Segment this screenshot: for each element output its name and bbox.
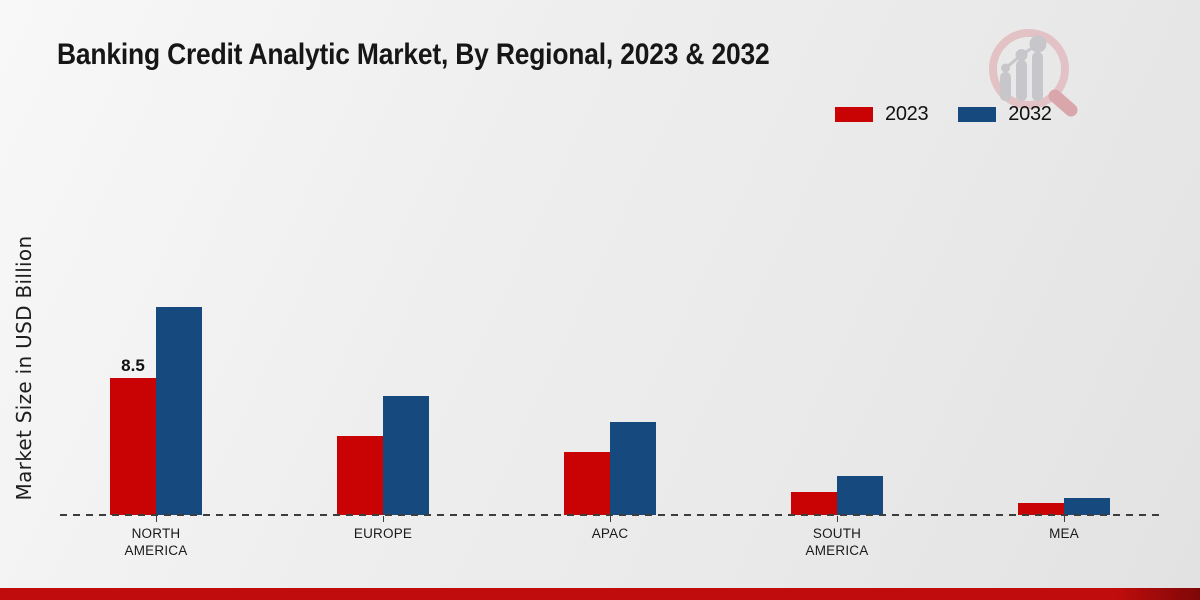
axis-tick-south-america	[837, 516, 838, 522]
category-label-mea: MEA	[1049, 526, 1079, 541]
magnifier-bar-chart-logo-watermark	[989, 29, 1078, 117]
x-axis-baseline	[60, 514, 1160, 516]
bar-2023-north-america	[110, 378, 156, 515]
legend-item-2023: 2023	[835, 103, 929, 126]
legend-swatch-2032	[958, 107, 997, 122]
axis-tick-europe	[383, 516, 384, 522]
bar-2023-mea	[1018, 503, 1064, 515]
logo-trend-line-icon	[1004, 42, 1039, 70]
axis-tick-north-america	[156, 516, 157, 522]
bar-2023-south-america	[791, 492, 837, 515]
chart-title: Banking Credit Analytic Market, By Regio…	[57, 38, 770, 71]
bar-2032-north-america	[156, 307, 202, 515]
category-label-apac: APAC	[591, 526, 629, 541]
bar-2032-south-america	[837, 476, 883, 515]
bar-2032-apac	[610, 422, 656, 515]
legend-label-2032: 2032	[1008, 103, 1052, 125]
legend-item-2032: 2032	[958, 103, 1052, 126]
axis-tick-mea	[1064, 516, 1065, 522]
bar-value-label-north-america-2023: 8.5	[121, 356, 145, 375]
bar-2023-apac	[564, 452, 610, 515]
category-label-south-america: SOUTH AMERICA	[805, 526, 869, 558]
bar-2032-europe	[383, 396, 429, 515]
legend-swatch-2023	[835, 107, 873, 122]
bar-2023-europe	[337, 436, 383, 515]
chart-legend: 2023 2032	[835, 103, 1052, 126]
footer-accent-bar	[0, 588, 1200, 600]
category-label-europe: EUROPE	[353, 526, 413, 541]
axis-tick-apac	[610, 516, 611, 522]
magnifier-lens-icon	[989, 29, 1069, 109]
legend-label-2023: 2023	[885, 103, 929, 125]
magnifier-handle-icon	[1048, 89, 1078, 117]
category-label-north-america: NORTH AMERICA	[124, 526, 188, 558]
bar-2032-mea	[1064, 498, 1110, 515]
